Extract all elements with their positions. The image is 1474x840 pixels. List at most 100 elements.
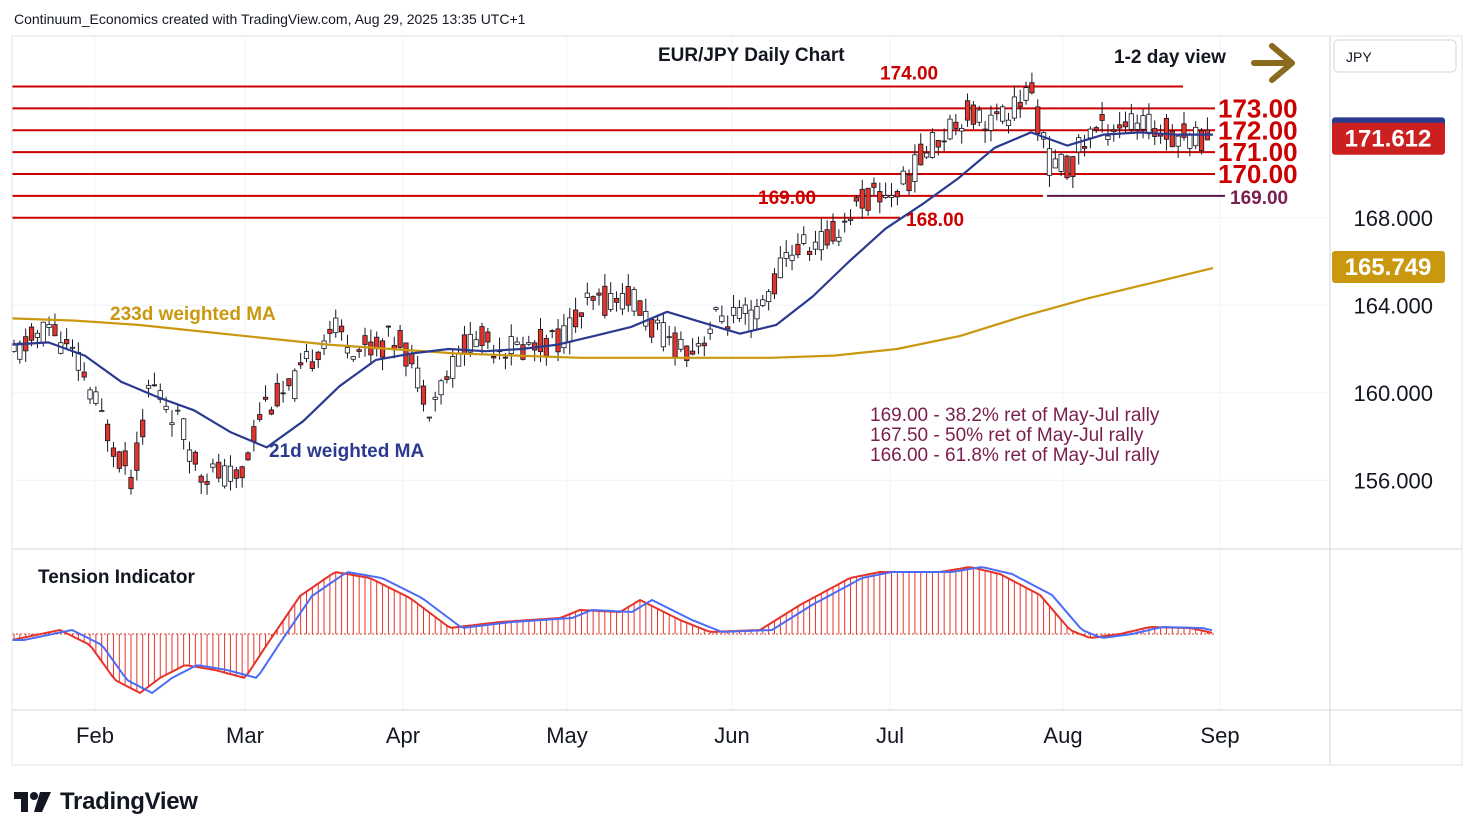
- tradingview-brand[interactable]: TradingView: [14, 788, 198, 816]
- candle[interactable]: [1169, 124, 1175, 148]
- candle[interactable]: [461, 325, 468, 366]
- candle[interactable]: [58, 331, 64, 355]
- candle[interactable]: [824, 220, 830, 249]
- candle[interactable]: [403, 342, 409, 377]
- candle[interactable]: [754, 298, 760, 330]
- candle[interactable]: [110, 441, 117, 468]
- candle[interactable]: [719, 305, 725, 324]
- candle[interactable]: [227, 455, 234, 491]
- candle[interactable]: [99, 398, 105, 413]
- candle[interactable]: [1005, 112, 1012, 134]
- candle[interactable]: [795, 233, 801, 259]
- candle[interactable]: [374, 331, 380, 357]
- candle[interactable]: [292, 368, 298, 402]
- candle[interactable]: [75, 342, 81, 381]
- candle[interactable]: [338, 319, 345, 341]
- candle[interactable]: [204, 473, 210, 495]
- candle[interactable]: [953, 114, 959, 136]
- candle[interactable]: [871, 177, 877, 196]
- candle[interactable]: [906, 169, 912, 196]
- candle[interactable]: [549, 329, 555, 339]
- candle[interactable]: [157, 383, 163, 404]
- candle[interactable]: [777, 246, 783, 279]
- candle[interactable]: [1163, 113, 1170, 151]
- candle[interactable]: [830, 213, 836, 245]
- candle[interactable]: [766, 289, 772, 311]
- candle[interactable]: [186, 441, 193, 474]
- candle[interactable]: [52, 313, 58, 337]
- candle[interactable]: [801, 226, 807, 246]
- candle[interactable]: [233, 467, 239, 489]
- candle[interactable]: [444, 370, 450, 384]
- candle[interactable]: [859, 179, 865, 220]
- candle[interactable]: [631, 286, 637, 317]
- candle[interactable]: [836, 229, 842, 247]
- candle[interactable]: [64, 328, 70, 349]
- candle[interactable]: [912, 144, 918, 193]
- candle[interactable]: [426, 416, 432, 422]
- candle[interactable]: [947, 114, 953, 141]
- candle[interactable]: [1052, 149, 1058, 169]
- candle[interactable]: [555, 319, 561, 362]
- candle[interactable]: [1134, 114, 1140, 140]
- candle[interactable]: [397, 324, 403, 351]
- candle[interactable]: [649, 318, 655, 344]
- candle[interactable]: [379, 338, 386, 371]
- candle[interactable]: [918, 133, 924, 166]
- candle[interactable]: [122, 441, 128, 475]
- candlesticks[interactable]: [11, 72, 1210, 495]
- candle[interactable]: [537, 318, 544, 363]
- candle[interactable]: [584, 282, 590, 306]
- candle[interactable]: [935, 140, 941, 156]
- candle[interactable]: [982, 121, 988, 144]
- candle[interactable]: [818, 218, 824, 261]
- candle[interactable]: [567, 308, 573, 355]
- candle[interactable]: [637, 299, 643, 316]
- candle[interactable]: [415, 355, 421, 393]
- candle[interactable]: [596, 288, 602, 306]
- candle[interactable]: [1204, 117, 1210, 141]
- candle[interactable]: [959, 124, 965, 144]
- candle[interactable]: [1175, 133, 1181, 158]
- candle[interactable]: [350, 356, 356, 362]
- candle[interactable]: [654, 314, 661, 330]
- candle[interactable]: [128, 469, 134, 495]
- candle[interactable]: [619, 283, 626, 316]
- candle[interactable]: [105, 419, 111, 452]
- candle[interactable]: [514, 337, 520, 346]
- candle[interactable]: [221, 458, 228, 489]
- candle[interactable]: [1064, 154, 1070, 180]
- candle[interactable]: [69, 339, 76, 357]
- candle[interactable]: [268, 406, 275, 416]
- candle[interactable]: [298, 352, 304, 369]
- candle[interactable]: [725, 315, 731, 336]
- candle[interactable]: [198, 474, 204, 495]
- candle[interactable]: [175, 404, 181, 415]
- candle[interactable]: [894, 189, 900, 206]
- candle[interactable]: [760, 294, 766, 308]
- candle[interactable]: [684, 345, 690, 368]
- candle[interactable]: [362, 327, 368, 357]
- candle[interactable]: [1011, 85, 1017, 122]
- candle[interactable]: [169, 410, 175, 437]
- candle[interactable]: [327, 320, 333, 343]
- candle[interactable]: [485, 327, 491, 350]
- candle[interactable]: [1076, 134, 1082, 165]
- candle[interactable]: [929, 128, 936, 159]
- candle[interactable]: [543, 334, 549, 366]
- candle[interactable]: [964, 93, 971, 127]
- candle[interactable]: [526, 335, 532, 346]
- candle[interactable]: [877, 182, 883, 214]
- candle[interactable]: [216, 453, 222, 483]
- candle[interactable]: [847, 209, 854, 226]
- candle[interactable]: [690, 338, 696, 356]
- candle[interactable]: [807, 247, 813, 261]
- candle[interactable]: [81, 362, 87, 381]
- candle[interactable]: [286, 378, 292, 391]
- candle[interactable]: [391, 336, 397, 359]
- candle[interactable]: [87, 386, 93, 404]
- candle[interactable]: [789, 244, 795, 271]
- candle[interactable]: [590, 295, 596, 311]
- candle[interactable]: [450, 349, 456, 388]
- candle[interactable]: [280, 380, 286, 403]
